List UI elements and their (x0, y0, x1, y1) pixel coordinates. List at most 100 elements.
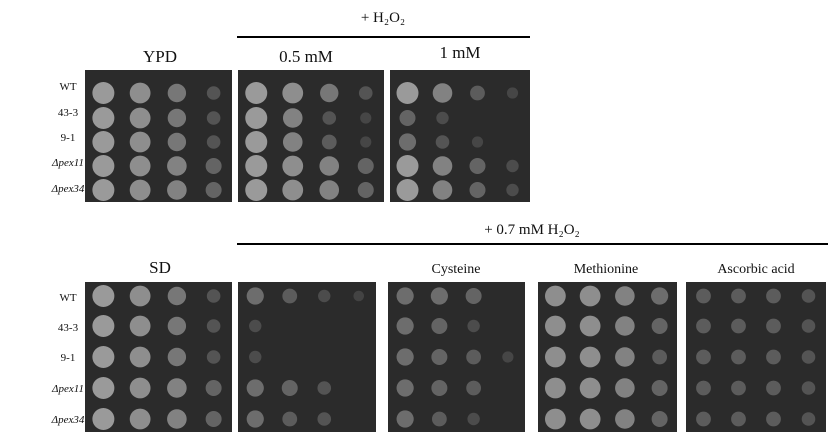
strain-label: Δpex34 (51, 183, 85, 195)
strain-label: 9-1 (61, 352, 76, 364)
colony-spot (615, 409, 635, 429)
colony-spot (731, 380, 746, 396)
colony-spot (469, 158, 486, 174)
header: + 0.7 mM H₂O₂ (484, 222, 580, 238)
colony-spot (282, 82, 304, 104)
colony-spot (357, 182, 374, 198)
strain-label: WT (59, 292, 76, 304)
colony-spot (167, 316, 187, 336)
colony-spot (651, 287, 669, 305)
colony-spot (245, 82, 268, 104)
colony-spot (544, 285, 566, 307)
colony-spot (281, 380, 298, 396)
colony-spot (317, 381, 332, 395)
colony-spot (92, 377, 115, 399)
colony-spot (206, 289, 221, 303)
colony-spot (282, 108, 303, 128)
colony-spot (431, 318, 448, 334)
colony-spot (205, 411, 222, 427)
strain-label: Δpex11 (51, 383, 84, 395)
colony-spot (696, 411, 711, 427)
colony-spot (205, 380, 222, 396)
colony-spot (652, 349, 668, 365)
colony-spot (206, 319, 221, 333)
condition-label: Cysteine (432, 262, 481, 277)
colony-spot (766, 349, 781, 365)
header: + H₂O₂ (361, 10, 405, 26)
colony-spot (360, 112, 372, 124)
colony-spot (470, 85, 485, 101)
colony-spot (282, 179, 304, 201)
colony-spot (465, 288, 482, 304)
colony-spot (615, 286, 635, 306)
colony-spot (801, 412, 816, 426)
colony-spot (430, 287, 448, 305)
colony-spot (469, 182, 486, 198)
colony-spot (129, 377, 151, 399)
colony-spot (431, 411, 447, 427)
colony-spot (731, 318, 746, 334)
colony-spot (801, 289, 816, 303)
colony-spot (579, 377, 601, 399)
colony-spot (696, 288, 711, 304)
colony-spot (206, 350, 221, 364)
colony-spot (206, 86, 221, 100)
colony-spot (167, 132, 187, 152)
colony-spot (167, 347, 187, 367)
colony-spot (167, 409, 187, 429)
colony-spot (246, 379, 264, 397)
colony-spot (396, 287, 414, 305)
colony-spot (544, 408, 566, 430)
colony-spot (801, 350, 816, 364)
condition-label: 1 mM (439, 43, 480, 62)
colony-spot (92, 315, 115, 337)
colony-spot (696, 318, 711, 334)
colony-spot (245, 131, 268, 153)
colony-spot (696, 349, 711, 365)
colony-spot (321, 134, 337, 150)
colony-spot (766, 380, 781, 396)
colony-spot (502, 351, 514, 363)
colony-spot (205, 158, 222, 174)
colony-spot (544, 346, 566, 368)
colony-spot (353, 290, 365, 302)
colony-spot (766, 411, 781, 427)
colony-spot (766, 318, 781, 334)
colony-spot (322, 111, 337, 125)
colony-spot (435, 135, 450, 149)
colony-spot (436, 111, 449, 125)
colony-spot (246, 287, 264, 305)
colony-spot (432, 83, 453, 103)
colony-spot (129, 107, 151, 129)
colony-spot (245, 107, 268, 129)
colony-spot (92, 107, 115, 129)
colony-spot (801, 381, 816, 395)
colony-spot (246, 410, 264, 428)
colony-spot (399, 110, 416, 126)
colony-spot (579, 346, 601, 368)
colony-spot (205, 182, 222, 198)
colony-spot (129, 346, 151, 368)
colony-spot (129, 179, 151, 201)
colony-spot (360, 136, 372, 148)
colony-spot (129, 285, 151, 307)
colony-spot (471, 136, 484, 148)
colony-spot (245, 179, 268, 201)
colony-spot (731, 349, 746, 365)
colony-spot (318, 289, 331, 303)
colony-spot (282, 155, 304, 177)
colony-spot (396, 82, 419, 104)
colony-spot (129, 131, 151, 153)
colony-spot (579, 285, 601, 307)
colony-spot (651, 411, 668, 427)
colony-spot (129, 408, 151, 430)
colony-spot (167, 378, 187, 398)
strain-label: Δpex11 (51, 157, 84, 169)
colony-spot (506, 183, 519, 197)
colony-spot (696, 380, 711, 396)
colony-spot (801, 319, 816, 333)
colony-spot (431, 380, 448, 396)
colony-spot (432, 180, 453, 200)
colony-spot (319, 180, 340, 200)
